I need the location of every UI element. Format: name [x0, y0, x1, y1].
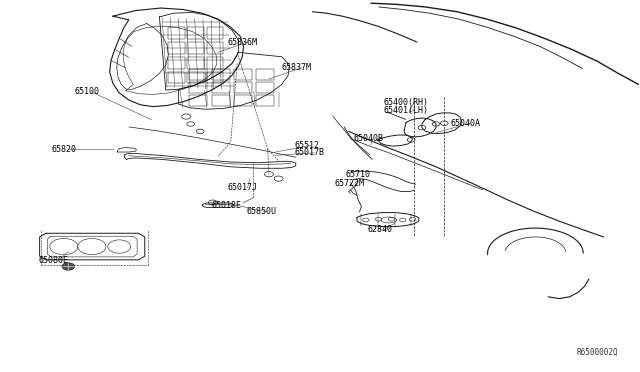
Bar: [189, 82, 207, 93]
Circle shape: [62, 263, 75, 270]
Bar: [256, 69, 274, 80]
Text: 65512: 65512: [294, 141, 319, 150]
Text: 65040A: 65040A: [451, 119, 481, 128]
Text: 65018E: 65018E: [212, 201, 242, 210]
Bar: [189, 69, 207, 80]
Text: 65080E: 65080E: [38, 256, 68, 265]
Bar: [168, 42, 185, 54]
Bar: [212, 95, 230, 106]
Bar: [212, 82, 230, 93]
Text: 65710: 65710: [346, 170, 371, 179]
Bar: [256, 95, 274, 106]
Bar: [189, 95, 207, 106]
Bar: [207, 42, 223, 54]
Text: 65017J: 65017J: [228, 183, 258, 192]
Bar: [188, 71, 204, 83]
Text: 62840: 62840: [368, 225, 393, 234]
Bar: [212, 69, 230, 80]
Text: 65722M: 65722M: [335, 179, 365, 187]
Text: 65040B: 65040B: [353, 134, 383, 143]
Text: 65100: 65100: [75, 87, 100, 96]
Bar: [168, 71, 185, 83]
Text: 65401(LH): 65401(LH): [384, 106, 429, 115]
Text: 65837M: 65837M: [282, 63, 312, 72]
Bar: [234, 82, 252, 93]
Bar: [207, 27, 223, 39]
Bar: [168, 57, 185, 68]
Bar: [207, 71, 223, 83]
Text: R6500002Q: R6500002Q: [577, 347, 618, 357]
Bar: [207, 57, 223, 68]
Text: 65850U: 65850U: [246, 207, 276, 217]
Bar: [188, 57, 204, 68]
Text: 65820: 65820: [51, 145, 76, 154]
Bar: [168, 27, 185, 39]
Bar: [234, 69, 252, 80]
Bar: [234, 95, 252, 106]
Text: 65836M: 65836M: [228, 38, 258, 46]
Bar: [188, 27, 204, 39]
Bar: [188, 42, 204, 54]
Text: 65017B: 65017B: [294, 148, 324, 157]
Bar: [256, 82, 274, 93]
Text: 65400(RH): 65400(RH): [384, 99, 429, 108]
